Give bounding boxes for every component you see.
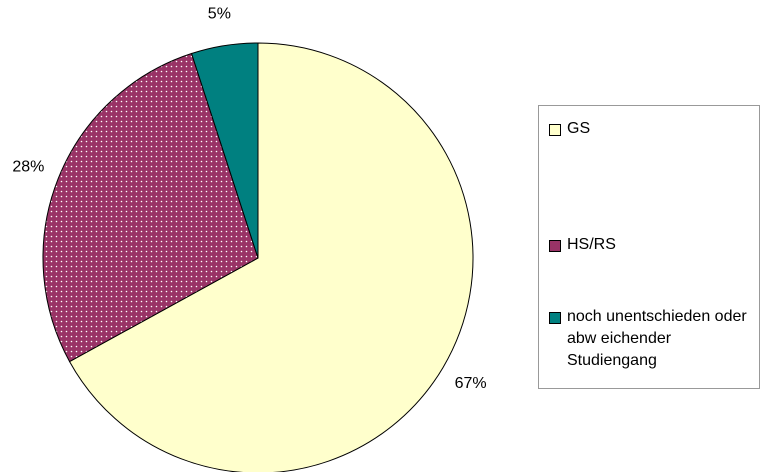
legend-label: HS/RS: [567, 236, 616, 253]
pie-slice: [190, 42, 259, 259]
legend-label: noch unentschieden oder abw eichender St…: [567, 308, 747, 369]
pie-slice: [42, 52, 259, 363]
legend-item: noch unentschieden oder abw eichender St…: [549, 306, 759, 372]
pie-slice: [68, 42, 474, 472]
legend-swatch: [549, 124, 561, 136]
legend-item: HS/RS: [549, 234, 759, 256]
data-label: 28%: [12, 158, 44, 175]
legend-swatch: [549, 240, 561, 252]
data-label: 5%: [208, 5, 231, 22]
legend-swatch: [549, 312, 561, 324]
data-label: 67%: [455, 375, 487, 392]
legend-label: GS: [567, 120, 591, 137]
legend-item: GS: [549, 118, 759, 140]
legend: GS HS/RS noch unentschieden oder abw eiche…: [538, 105, 760, 389]
